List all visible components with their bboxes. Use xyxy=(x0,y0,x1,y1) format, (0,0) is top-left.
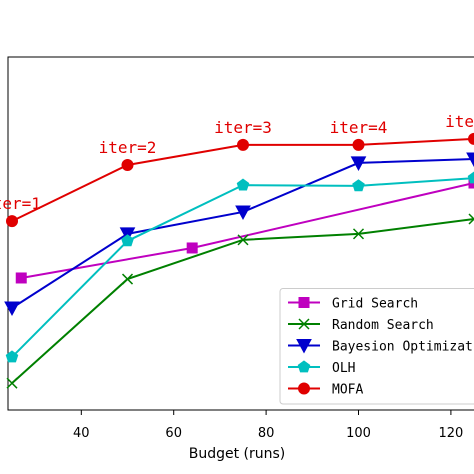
legend-marker xyxy=(298,382,310,395)
legend-label: MOFA xyxy=(332,383,363,398)
data-point xyxy=(121,159,134,172)
data-point xyxy=(15,272,27,284)
data-point xyxy=(352,138,365,151)
legend: Grid Search Random Search Bayesion Optimiz… xyxy=(279,288,474,405)
x-tick-label: 40 xyxy=(73,426,90,441)
data-point xyxy=(121,273,134,285)
legend-label: Random Search xyxy=(332,318,434,333)
data-point xyxy=(237,138,250,151)
data-point xyxy=(5,350,19,363)
x-tick-label: 60 xyxy=(165,426,182,441)
legend-marker xyxy=(298,297,310,308)
data-point xyxy=(350,156,367,171)
data-point xyxy=(6,215,19,228)
data-point xyxy=(467,171,474,184)
x-tick-label: 80 xyxy=(258,426,275,441)
legend-marker xyxy=(297,360,311,373)
data-point xyxy=(121,234,134,247)
annotation: iter=1 xyxy=(0,194,41,213)
x-axis-label: Budget (runs) xyxy=(189,446,286,462)
legend-marker xyxy=(296,339,312,354)
annotation: iter=4 xyxy=(330,118,388,137)
annotation: iter=3 xyxy=(214,118,272,137)
legend-label: Bayesion Optimization xyxy=(332,340,474,355)
series-line xyxy=(21,182,474,279)
legend-label: OLH xyxy=(332,361,355,376)
data-point xyxy=(352,228,365,240)
legend-label: Grid Search xyxy=(332,297,418,312)
data-point xyxy=(352,179,365,192)
data-point xyxy=(236,178,250,191)
legend-marker xyxy=(298,318,310,330)
data-point xyxy=(466,152,474,168)
data-point xyxy=(4,301,20,317)
legend-box xyxy=(279,288,474,405)
data-point xyxy=(468,132,474,145)
data-point xyxy=(6,377,18,389)
data-point xyxy=(186,242,198,254)
annotation: iter=5 xyxy=(445,112,474,131)
data-point xyxy=(235,205,251,221)
x-tick-label: 100 xyxy=(346,426,371,441)
annotation: iter=2 xyxy=(99,138,157,157)
x-tick-label: 120 xyxy=(438,426,463,441)
data-point xyxy=(468,213,474,225)
plot-frame xyxy=(7,56,474,411)
data-point xyxy=(237,234,249,246)
